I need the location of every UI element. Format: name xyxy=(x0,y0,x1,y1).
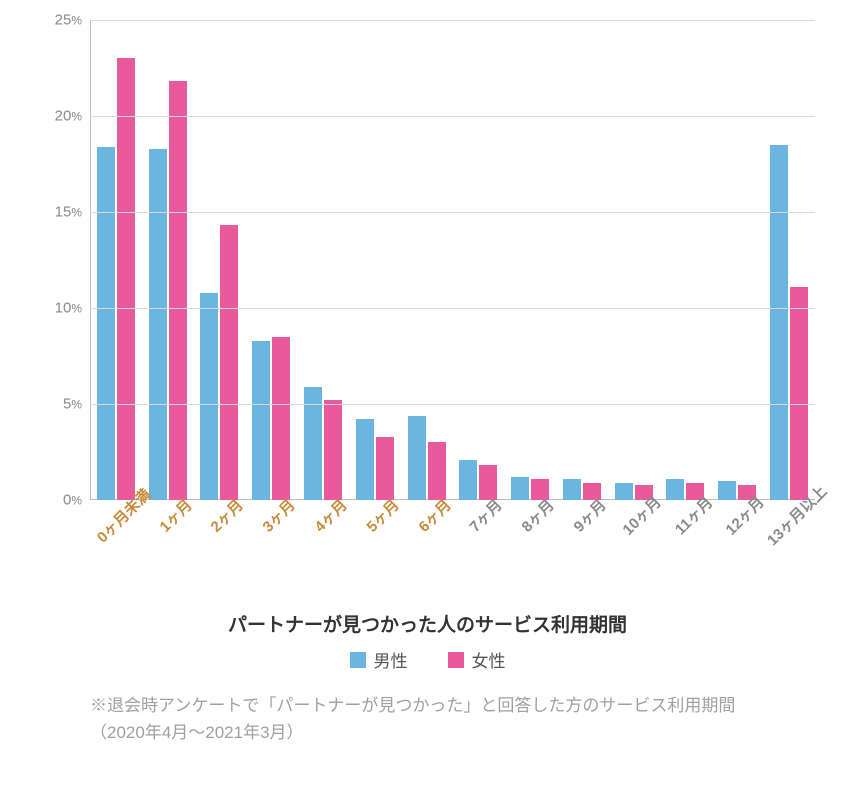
legend-label: 男性 xyxy=(374,647,408,672)
legend-swatch xyxy=(350,652,366,668)
chart-container: 0%5%10%15%20%25% 0ヶ月未満1ヶ月2ヶ月3ヶ月4ヶ月5ヶ月6ヶ月… xyxy=(0,0,855,806)
legend-item-male: 男性 xyxy=(350,647,408,672)
y-tick-label: 5% xyxy=(63,396,82,413)
bar-male xyxy=(615,483,633,500)
bars-area xyxy=(90,20,815,500)
bar-male xyxy=(200,293,218,500)
bar-group xyxy=(504,20,556,500)
bar-female xyxy=(169,81,187,500)
bar-male xyxy=(149,149,167,500)
y-tick-label: 15% xyxy=(55,204,82,221)
bar-group xyxy=(297,20,349,500)
gridline xyxy=(90,20,815,21)
bar-male xyxy=(718,481,736,500)
chart-footnote: ※退会時アンケートで「パートナーが見つかった」と回答した方のサービス利用期間（2… xyxy=(90,692,765,746)
bar-female xyxy=(479,465,497,500)
bar-male xyxy=(252,341,270,500)
y-tick-label: 25% xyxy=(55,12,82,29)
gridline xyxy=(90,308,815,309)
legend-item-female: 女性 xyxy=(448,647,506,672)
bar-group xyxy=(660,20,712,500)
bar-female xyxy=(790,287,808,500)
bar-male xyxy=(563,479,581,500)
bar-female xyxy=(220,225,238,500)
legend: 男性 女性 xyxy=(30,647,825,672)
bar-group xyxy=(245,20,297,500)
bar-male xyxy=(770,145,788,500)
plot-area: 0%5%10%15%20%25% xyxy=(90,20,815,500)
x-tick-label: 8ヶ月 xyxy=(517,494,559,536)
x-tick-label: 5ヶ月 xyxy=(361,494,403,536)
bar-group xyxy=(711,20,763,500)
bar-group xyxy=(452,20,504,500)
bar-male xyxy=(408,416,426,500)
x-axis-labels: 0ヶ月未満1ヶ月2ヶ月3ヶ月4ヶ月5ヶ月6ヶ月7ヶ月8ヶ月9ヶ月10ヶ月11ヶ月… xyxy=(90,500,815,600)
gridline xyxy=(90,116,815,117)
x-tick-label: 4ヶ月 xyxy=(309,494,351,536)
bar-male xyxy=(511,477,529,500)
bar-male xyxy=(666,479,684,500)
bar-group xyxy=(608,20,660,500)
y-tick-label: 20% xyxy=(55,108,82,125)
x-tick-label: 2ヶ月 xyxy=(206,494,248,536)
x-tick-label: 1ヶ月 xyxy=(154,494,196,536)
bar-group xyxy=(90,20,142,500)
y-tick-label: 10% xyxy=(55,300,82,317)
bar-group xyxy=(142,20,194,500)
bar-female xyxy=(428,442,446,500)
chart-title: パートナーが見つかった人のサービス利用期間 xyxy=(30,610,825,637)
x-tick-label: 6ヶ月 xyxy=(413,494,455,536)
bar-group xyxy=(194,20,246,500)
bar-female xyxy=(376,437,394,500)
bar-male xyxy=(97,147,115,500)
x-tick-label: 7ヶ月 xyxy=(465,494,507,536)
gridline xyxy=(90,212,815,213)
bar-male xyxy=(459,460,477,500)
bar-group xyxy=(401,20,453,500)
bar-group xyxy=(556,20,608,500)
bar-female xyxy=(272,337,290,500)
x-tick-label: 3ヶ月 xyxy=(258,494,300,536)
y-tick-label: 0% xyxy=(63,492,82,509)
legend-swatch xyxy=(448,652,464,668)
x-tick-label: 9ヶ月 xyxy=(568,494,610,536)
bar-group xyxy=(763,20,815,500)
bar-group xyxy=(349,20,401,500)
bar-male xyxy=(356,419,374,500)
bar-female xyxy=(324,400,342,500)
gridline xyxy=(90,404,815,405)
bar-female xyxy=(117,58,135,500)
legend-label: 女性 xyxy=(472,647,506,672)
y-axis: 0%5%10%15%20%25% xyxy=(30,20,90,500)
